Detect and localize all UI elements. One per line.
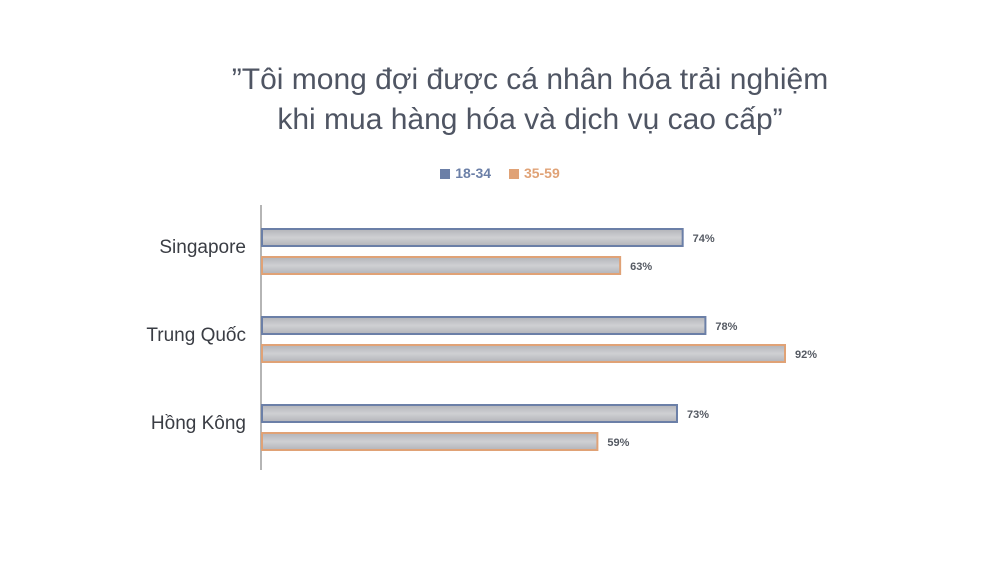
bar-35-59 xyxy=(261,344,786,363)
data-label: 73% xyxy=(687,409,709,421)
legend-swatch-35-59 xyxy=(508,169,519,179)
bar-18-34 xyxy=(261,316,707,335)
bar-18-34 xyxy=(261,228,684,247)
legend-swatch-18-34 xyxy=(440,169,451,179)
data-label: 74% xyxy=(693,233,715,245)
category-label: Singapore xyxy=(159,237,246,258)
data-label: 92% xyxy=(795,349,817,361)
legend-item-35-59: 35-59 xyxy=(508,165,560,181)
legend: 18-34 35-59 xyxy=(0,165,1000,181)
bar-35-59 xyxy=(261,256,622,275)
bar-18-34 xyxy=(261,404,678,423)
category-label: Trung Quốc xyxy=(146,325,246,346)
data-label: 59% xyxy=(607,437,629,449)
chart-title-line-2: khi mua hàng hóa và dịch vụ cao cấp” xyxy=(277,103,783,136)
legend-label-18-34: 18-34 xyxy=(455,165,492,181)
chart-title-line-1: ”Tôi mong đợi được cá nhân hóa trải nghi… xyxy=(231,63,829,96)
legend-label-35-59: 35-59 xyxy=(523,165,560,181)
data-label: 63% xyxy=(630,261,652,273)
bars-layer: Singapore 74% 63% Trung Quốc 78% 92% Hồng Kông… xyxy=(146,205,817,470)
legend-item-18-34: 18-34 xyxy=(440,165,491,181)
data-label: 78% xyxy=(715,321,737,333)
category-label: Hồng Kông xyxy=(151,413,246,434)
chart-title: ”Tôi mong đợi được cá nhân hóa trải nghi… xyxy=(120,60,940,140)
bar-35-59 xyxy=(261,432,599,451)
